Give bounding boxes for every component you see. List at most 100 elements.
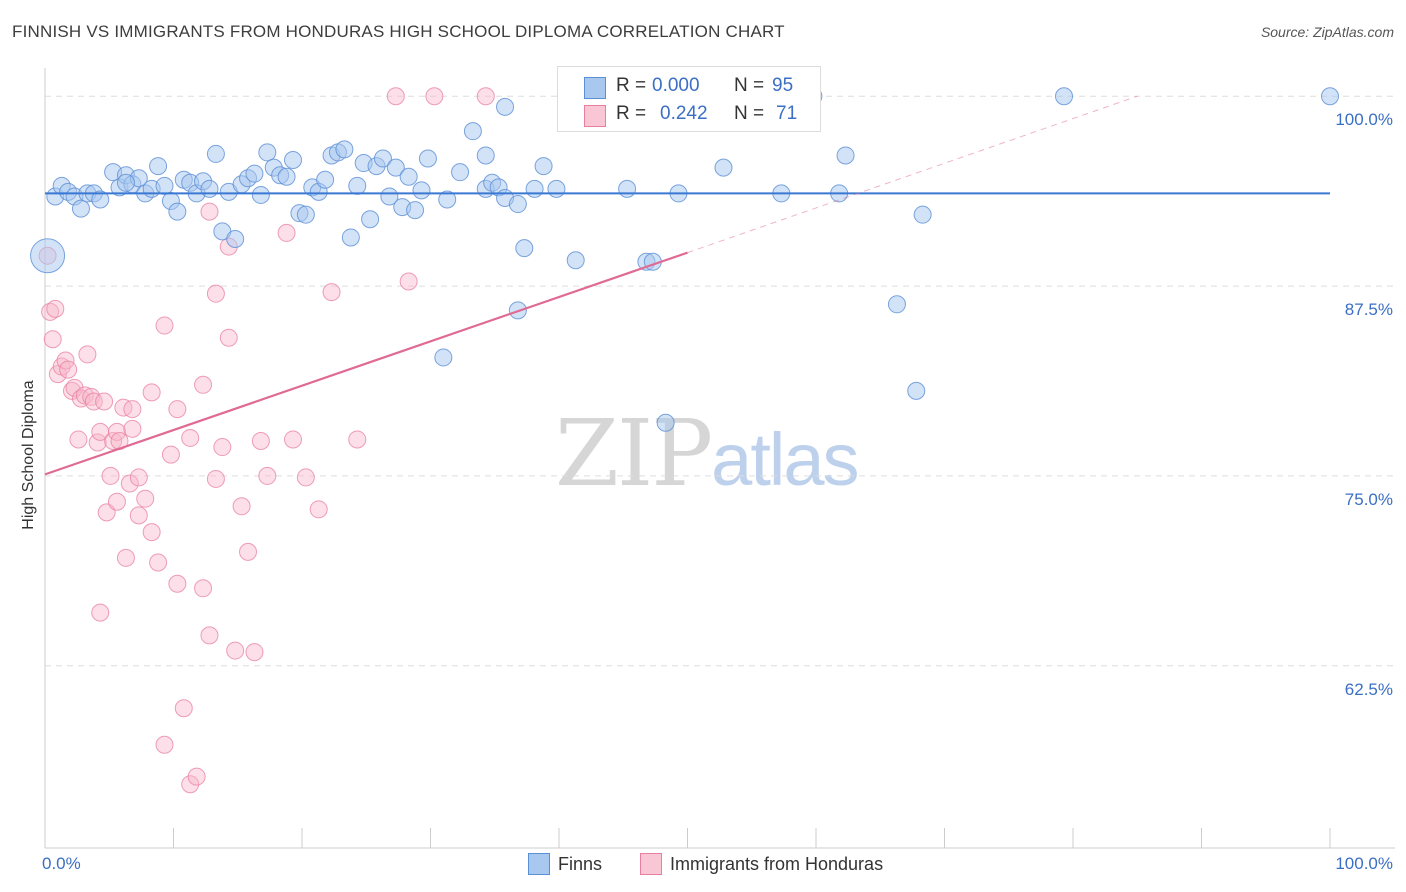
- finns-point: [1055, 87, 1074, 106]
- finns-point: [406, 201, 425, 220]
- honduras-point: [232, 497, 251, 516]
- finns-legend-swatch: [528, 853, 550, 875]
- n-label: N =: [734, 75, 765, 96]
- watermark: ZIPatlas: [555, 400, 859, 507]
- honduras-point: [161, 445, 180, 464]
- finns-point: [226, 229, 245, 248]
- finns-point: [30, 238, 66, 274]
- finns-point: [496, 97, 515, 116]
- honduras-point: [277, 223, 296, 242]
- honduras-point: [65, 378, 84, 397]
- correlation-legend: R = 0.000 N = 95 R = 0.242 N = 71: [557, 66, 821, 132]
- finns-point: [277, 167, 296, 186]
- honduras-point: [84, 392, 103, 411]
- honduras-point: [425, 87, 444, 106]
- honduras-point: [200, 202, 219, 221]
- honduras-point: [181, 428, 200, 447]
- honduras-point: [296, 468, 315, 487]
- finns-swatch: [584, 77, 606, 99]
- finns-point: [534, 157, 553, 176]
- finns-point: [476, 146, 495, 165]
- honduras-point: [181, 775, 200, 794]
- n-value: 95: [772, 75, 794, 96]
- honduras-point: [69, 430, 88, 449]
- honduras-point: [258, 466, 277, 485]
- honduras-point: [194, 375, 213, 394]
- finns-point: [438, 190, 457, 209]
- honduras-point: [120, 474, 139, 493]
- finns-point: [245, 164, 264, 183]
- x-tick-label-min: 0.0%: [42, 854, 81, 873]
- finns-point: [887, 295, 906, 314]
- finns-point: [335, 140, 354, 159]
- x-tick-label-max: 100.0%: [1335, 854, 1393, 873]
- honduras-point: [187, 767, 206, 786]
- finns-point: [386, 158, 405, 177]
- finns-point: [373, 149, 392, 168]
- honduras-point: [476, 87, 495, 106]
- chart-title: FINNISH VS IMMIGRANTS FROM HONDURAS HIGH…: [12, 22, 785, 41]
- honduras-point: [46, 299, 65, 318]
- honduras-point: [104, 431, 123, 450]
- honduras-point: [386, 87, 405, 106]
- finns-point: [380, 187, 399, 206]
- finns-point: [348, 176, 367, 195]
- honduras-point: [78, 345, 97, 364]
- finns-point: [656, 413, 675, 432]
- legend-row-honduras: R = 0.242 N = 71: [584, 102, 820, 128]
- r-label: R =: [616, 75, 647, 96]
- finns-point: [168, 202, 187, 221]
- honduras-point: [348, 430, 367, 449]
- honduras-point: [322, 283, 341, 302]
- honduras-point: [168, 400, 187, 419]
- finns-point: [434, 348, 453, 367]
- finns-point: [91, 190, 110, 209]
- honduras-point: [168, 574, 187, 593]
- honduras-point: [174, 699, 193, 718]
- finns-point: [451, 163, 470, 182]
- honduras-point: [251, 431, 270, 450]
- y-tick-label: 75.0%: [1345, 490, 1393, 509]
- honduras-trend-extension: [687, 95, 1138, 254]
- honduras-point: [226, 641, 245, 660]
- honduras-point: [200, 626, 219, 645]
- honduras-point: [142, 523, 161, 542]
- axes: [44, 68, 1395, 849]
- legend-row-finns: R = 0.000 N = 95: [584, 74, 820, 100]
- honduras-point: [88, 433, 107, 452]
- honduras-point: [41, 302, 60, 321]
- finns-point: [515, 239, 534, 258]
- honduras-point: [155, 316, 174, 335]
- y-axis-label: High School Diploma: [20, 380, 37, 530]
- watermark-atlas: atlas: [711, 418, 859, 501]
- finns-legend-label: Finns: [558, 854, 603, 874]
- honduras-points: [38, 87, 495, 794]
- honduras-point: [101, 466, 120, 485]
- y-tick-label: 87.5%: [1345, 300, 1393, 319]
- honduras-legend-label: Immigrants from Honduras: [670, 854, 884, 874]
- honduras-point: [123, 419, 142, 438]
- finns-point: [155, 176, 174, 195]
- honduras-point: [309, 500, 328, 519]
- finns-point: [412, 181, 431, 200]
- honduras-point: [284, 430, 303, 449]
- honduras-point: [136, 489, 155, 508]
- finns-point: [418, 149, 437, 168]
- finns-point: [251, 185, 270, 204]
- n-label: N =: [734, 103, 765, 124]
- honduras-point: [149, 553, 168, 572]
- finns-point: [566, 251, 585, 270]
- finns-point: [907, 381, 926, 400]
- honduras-trend-line: [44, 251, 688, 476]
- series-legend: Finns Immigrants from Honduras: [0, 851, 1406, 877]
- honduras-point: [114, 398, 133, 417]
- honduras-swatch: [584, 105, 606, 127]
- honduras-point: [75, 386, 94, 405]
- honduras-point: [213, 438, 232, 457]
- finns-point: [463, 122, 482, 141]
- finns-point: [525, 179, 544, 198]
- honduras-point: [91, 603, 110, 622]
- finns-point: [361, 210, 380, 229]
- finns-point: [836, 146, 855, 165]
